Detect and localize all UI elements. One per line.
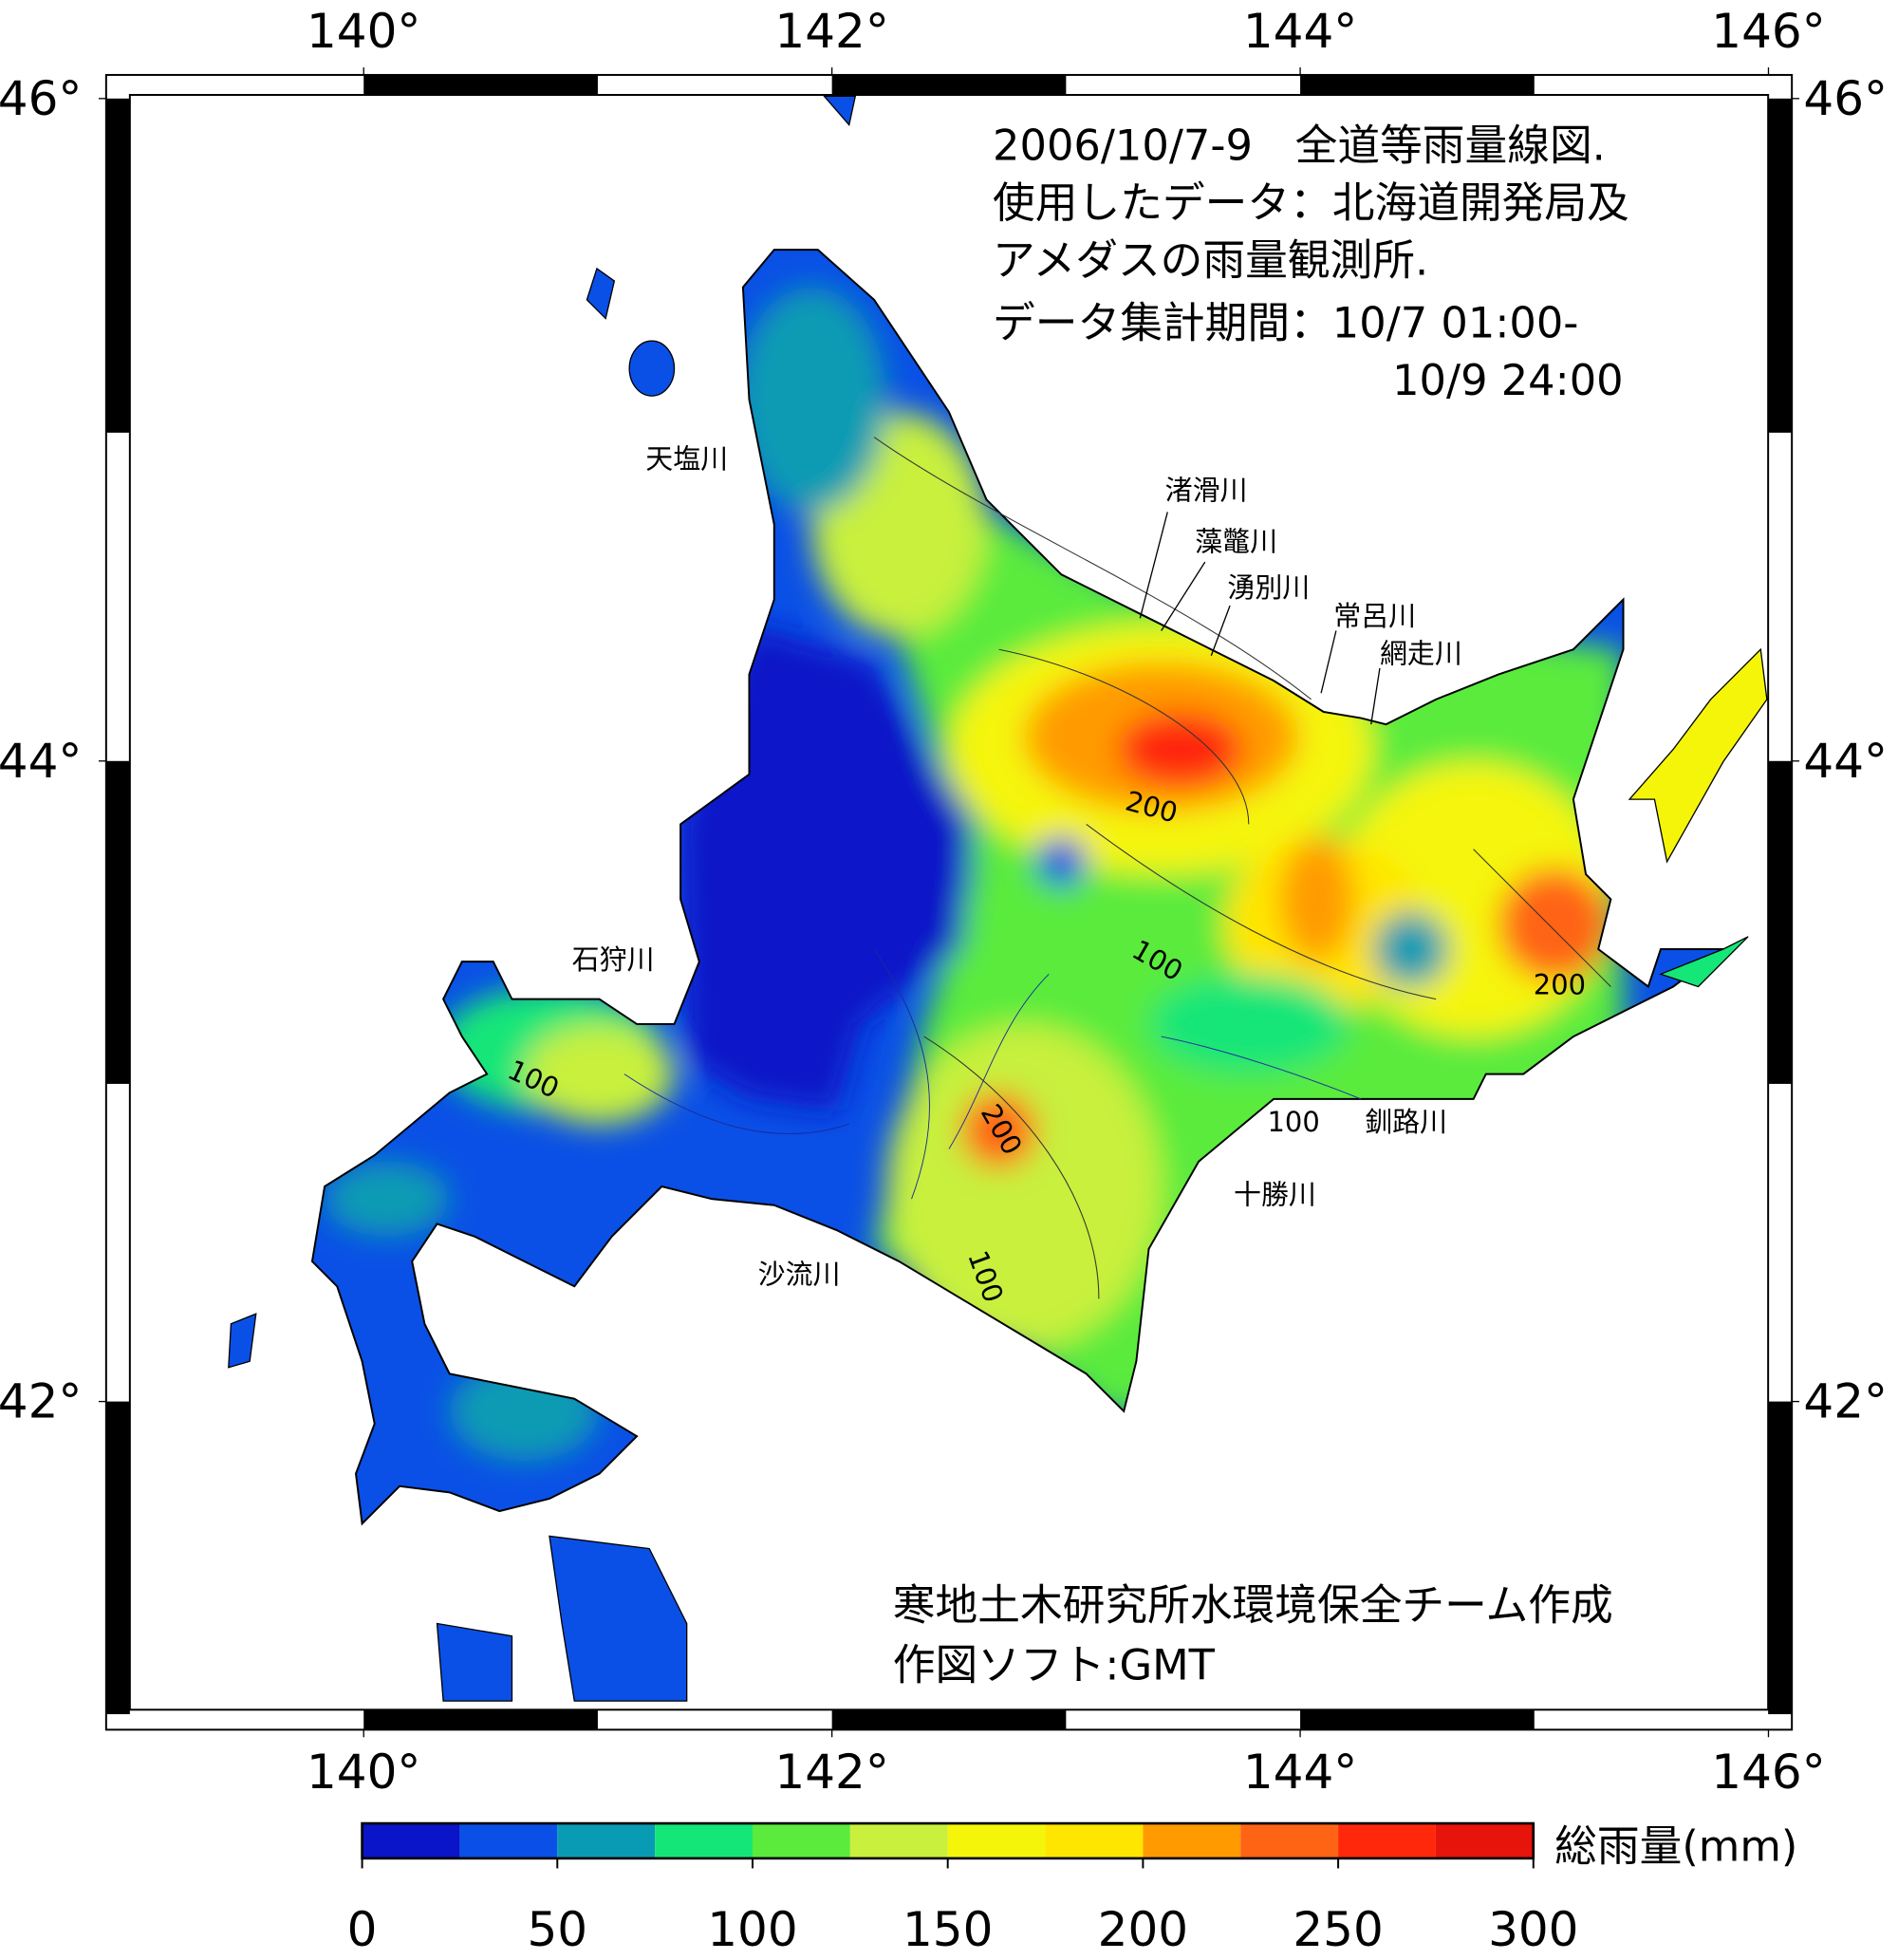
title-line: 10/9 24:00 — [1392, 355, 1624, 405]
colorbar-bin — [362, 1823, 460, 1858]
frame-bar — [1300, 1709, 1535, 1730]
frame-bar — [831, 74, 1067, 95]
lat-label: 46° — [0, 71, 82, 126]
river-label: 常呂川 — [1333, 600, 1416, 632]
credit-line: 寒地土木研究所水環境保全チーム作成 — [893, 1580, 1613, 1631]
credit: 寒地土木研究所水環境保全チーム作成 作図ソフト:GMT — [893, 1580, 1613, 1690]
lat-label: 46° — [1803, 71, 1888, 126]
colorbar-bin — [1338, 1823, 1436, 1858]
frame-bar — [105, 760, 130, 1084]
colorbar-bin — [1045, 1823, 1144, 1858]
colorbar-bin — [752, 1823, 850, 1858]
river-label: 釧路川 — [1365, 1106, 1447, 1138]
frame-bar — [363, 1709, 598, 1730]
contour-label: 100 — [1268, 1106, 1320, 1138]
lat-label: 42° — [0, 1374, 82, 1429]
lon-label: 142° — [774, 4, 888, 59]
colorbar-bin — [1143, 1823, 1241, 1858]
frame-bar — [1768, 98, 1793, 433]
frame-bar — [105, 1401, 130, 1715]
colorbar-bin — [1240, 1823, 1339, 1858]
colorbar-bin — [459, 1823, 558, 1858]
river-label: 天塩川 — [645, 442, 728, 475]
colorbar-tick-label: 0 — [347, 1902, 378, 1957]
lon-label: 142° — [774, 1745, 888, 1800]
lon-label: 144° — [1243, 1745, 1357, 1800]
river-label: 石狩川 — [572, 943, 655, 976]
colorbar-bin — [557, 1823, 656, 1858]
frame-bar — [1300, 74, 1535, 95]
lon-label: 146° — [1711, 4, 1825, 59]
colorbar-bin — [849, 1823, 948, 1858]
colorbar-bin — [1435, 1823, 1534, 1858]
river-label: 湧別川 — [1227, 571, 1310, 604]
colorbar-tick-label: 200 — [1098, 1902, 1188, 1957]
colorbar-bin — [947, 1823, 1046, 1858]
colorbar-tick-label: 150 — [902, 1902, 993, 1957]
river-label: 藻鼈川 — [1195, 525, 1277, 557]
title-line: アメダスの雨量観測所. — [993, 234, 1428, 285]
title-line: 使用したデータ：北海道開発局及 — [993, 177, 1629, 228]
contour-label: 200 — [1534, 968, 1586, 1000]
frame-bar — [363, 74, 598, 95]
frame-bar — [1768, 1401, 1793, 1715]
credit-line: 作図ソフト:GMT — [893, 1640, 1216, 1690]
river-label: 渚滑川 — [1165, 474, 1248, 506]
title-line: 2006/10/7-9 全道等雨量線図. — [993, 120, 1606, 170]
title-line: データ集計期間：10/7 01:00- — [993, 297, 1578, 347]
river-label: 網走川 — [1380, 638, 1462, 670]
frame-bar — [105, 98, 130, 433]
river-label: 十勝川 — [1234, 1178, 1316, 1210]
lon-label: 140° — [307, 1745, 420, 1800]
frame-bar — [831, 1709, 1067, 1730]
river-label: 沙流川 — [758, 1259, 841, 1291]
colorbar-tick-label: 100 — [707, 1902, 797, 1957]
colorbar-tick-label: 50 — [527, 1902, 587, 1957]
title-block: 2006/10/7-9 全道等雨量線図. 使用したデータ：北海道開発局及 アメダ… — [993, 120, 1629, 404]
colorbar-label: 総雨量(mm) — [1554, 1821, 1797, 1872]
lat-label: 44° — [0, 734, 82, 789]
leader-lines — [1139, 512, 1381, 725]
frame-bar — [1768, 760, 1793, 1084]
river-labels: 天塩川 渚滑川 藻鼈川 湧別川 常呂川 網走川 石狩川 釧路川 十勝川 沙流川 — [572, 442, 1462, 1290]
lon-label: 140° — [307, 4, 420, 59]
colorbar-tick-label: 250 — [1293, 1902, 1383, 1957]
lat-label: 44° — [1803, 734, 1888, 789]
colorbar-bin — [655, 1823, 753, 1858]
lon-label: 146° — [1711, 1745, 1825, 1800]
lon-label: 144° — [1243, 4, 1357, 59]
colorbar-tick-label: 300 — [1488, 1902, 1578, 1957]
lat-label: 42° — [1803, 1374, 1888, 1429]
